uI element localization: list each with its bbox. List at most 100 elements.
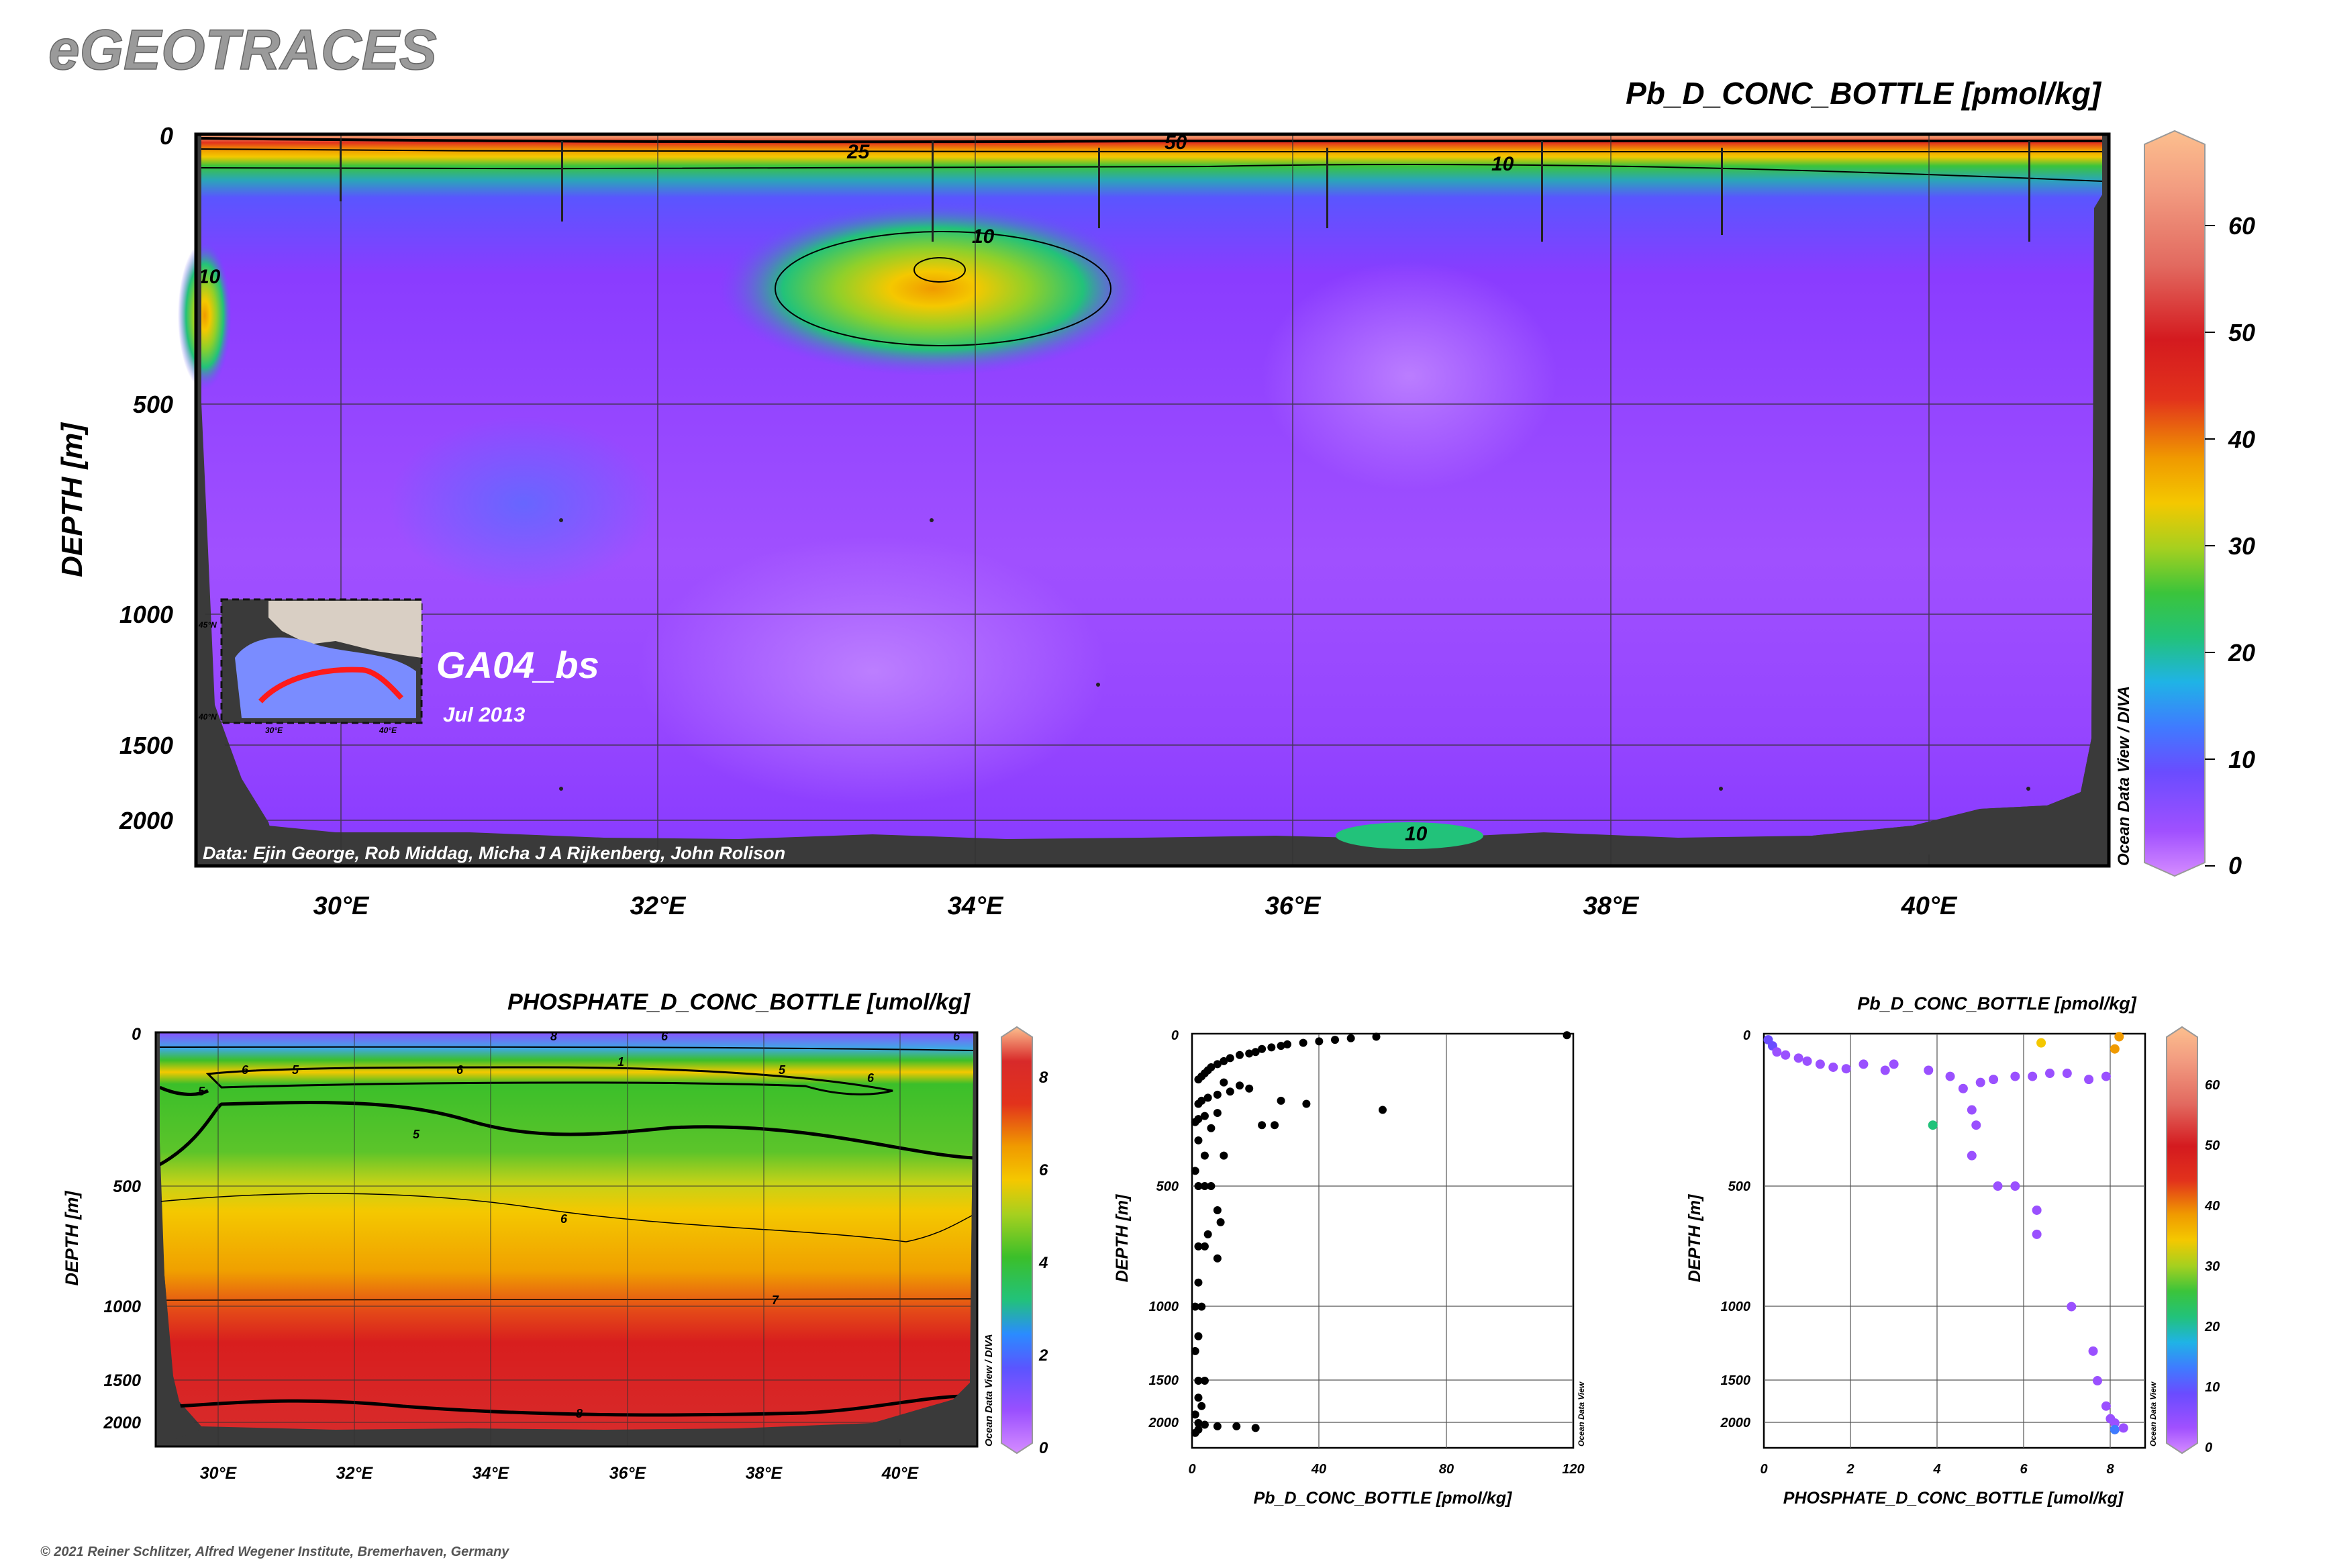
phosphate-gridlines <box>156 1032 977 1447</box>
main-y-ticks: 0 500 1000 1500 2000 <box>119 122 173 834</box>
pbph-point <box>1958 1083 1968 1093</box>
pb-profile-point <box>1245 1084 1254 1093</box>
pb-profile-point <box>1213 1060 1222 1069</box>
ph-cbar-tick-6: 6 <box>1039 1161 1048 1179</box>
phosphate-colorbar-credit: Ocean Data View / DIVA <box>983 1334 995 1447</box>
pb-profile-y-ticks: 0 500 1000 1500 2000 <box>1148 1028 1179 1430</box>
main-y-tick-1500: 1500 <box>119 732 173 759</box>
pbph-cbar-tick-50: 50 <box>2205 1138 2220 1153</box>
pb-profile-point <box>1194 1332 1203 1340</box>
pb-profile-point <box>1331 1036 1339 1044</box>
pbph-point <box>1975 1077 1985 1087</box>
pbph-y-ticks: 0 500 1000 1500 2000 <box>1720 1028 1751 1430</box>
pb-profile-x-axis-label: Pb_D_CONC_BOTTLE [pmol/kg] <box>1254 1489 1513 1508</box>
pbph-point <box>2110 1424 2120 1434</box>
pb-profile-point <box>1200 1112 1209 1120</box>
pbph-x-axis-label: PHOSPHATE_D_CONC_BOTTLE [umol/kg] <box>1783 1489 2124 1508</box>
pb-profile-gridlines <box>1192 1034 1573 1448</box>
pbph-point <box>1889 1059 1899 1069</box>
pbph-point <box>1967 1105 1977 1115</box>
ph-cbar-tick-2: 2 <box>1038 1346 1048 1365</box>
phosphate-contour-8 <box>175 1394 967 1417</box>
pbph-x-tick-6: 6 <box>2020 1462 2028 1477</box>
pb-profile-point <box>1213 1422 1222 1430</box>
pb-profile-point <box>1191 1428 1199 1437</box>
pbph-cbar-tick-0: 0 <box>2205 1440 2212 1455</box>
pbph-y-tick-2000: 2000 <box>1720 1416 1751 1430</box>
main-sample-stations <box>340 141 2030 791</box>
main-x-ticks: 30°E 32°E 34°E 36°E 38°E 40°E <box>313 892 1958 920</box>
inset-lon-label-1: 30°E <box>265 726 283 735</box>
phosphate-west-bathymetry <box>156 1032 201 1447</box>
main-section-plot: 50 25 10 10 10 10 <box>178 132 2111 868</box>
pbph-point <box>2110 1418 2120 1428</box>
pb-profile-point <box>1245 1049 1254 1058</box>
pbph-point <box>1859 1059 1869 1069</box>
main-colorbar: Ocean Data View / DIVA 0 10 20 30 40 50 … <box>2115 130 2255 879</box>
main-x-tick-30: 30°E <box>313 892 370 920</box>
pbph-point <box>1772 1047 1782 1057</box>
pb-profile-point <box>1220 1151 1228 1160</box>
pb-profile-point <box>1194 1418 1203 1427</box>
phosphate-contour-6 <box>159 1193 974 1242</box>
ph-y-tick-0: 0 <box>132 1025 141 1044</box>
ph-contour-label-13: 7 <box>772 1293 779 1307</box>
pb-profile-point <box>1194 1075 1203 1084</box>
pb-profile-point <box>1283 1040 1291 1048</box>
pbph-point <box>1793 1053 1803 1063</box>
ph-cbar-tick-4: 4 <box>1038 1254 1048 1272</box>
pb-profile-point <box>1258 1044 1267 1053</box>
pbph-point <box>2114 1032 2124 1042</box>
copyright-footer: © 2021 Reiner Schlitzer, Alfred Wegener … <box>40 1545 509 1559</box>
phosphate-contour-5-b <box>158 1085 209 1096</box>
main-y-tick-1000: 1000 <box>119 601 173 628</box>
pbph-point <box>2101 1071 2111 1081</box>
pb-profile-point <box>1236 1050 1244 1059</box>
ph-x-tick-38: 38°E <box>746 1464 783 1483</box>
phosphate-plot-frame <box>154 1031 979 1448</box>
inset-lat-label-1: 45°N <box>198 620 217 630</box>
ph-contour-label-10: 5 <box>198 1085 205 1098</box>
pb-profile-point <box>1372 1032 1381 1041</box>
ph-x-tick-36: 36°E <box>609 1464 647 1483</box>
pb-profile-point <box>1302 1099 1311 1108</box>
main-x-tick-36: 36°E <box>1265 892 1322 920</box>
pbph-point <box>1880 1065 1890 1075</box>
pb-profile-points <box>1191 1031 1571 1437</box>
pbph-y-tick-1500: 1500 <box>1721 1373 1751 1388</box>
pbph-point <box>1828 1062 1838 1072</box>
cruise-date: Jul 2013 <box>443 703 525 726</box>
pbph-x-tick-8: 8 <box>2106 1462 2114 1477</box>
pbph-cbar-tick-30: 30 <box>2205 1259 2220 1274</box>
pbph-point <box>2084 1075 2094 1085</box>
pbph-y-tick-500: 500 <box>1728 1179 1750 1194</box>
ph-contour-label-3: 6 <box>953 1030 960 1043</box>
pbph-point <box>2110 1044 2120 1054</box>
pb-profile-point <box>1563 1031 1571 1040</box>
phosphate-contour-6-lens <box>205 1066 893 1095</box>
pbph-y-axis-label: DEPTH [m] <box>1685 1193 1704 1282</box>
pb-profile-point <box>1213 1254 1222 1263</box>
ph-cbar-tick-8: 8 <box>1039 1069 1048 1087</box>
pb-y-tick-1000: 1000 <box>1149 1300 1179 1314</box>
pb-profile-point <box>1216 1218 1225 1226</box>
inset-land <box>268 601 422 658</box>
pb-profile-point <box>1194 1136 1203 1144</box>
pb-profile-point <box>1207 1124 1216 1132</box>
pbph-x-tick-2: 2 <box>1846 1462 1854 1477</box>
pb-profile-point <box>1207 1182 1216 1191</box>
pb-profile-point <box>1258 1121 1267 1130</box>
pbph-point <box>2062 1069 2072 1079</box>
pb-profile-point <box>1191 1302 1199 1311</box>
pbph-cbar-tick-10: 10 <box>2205 1380 2220 1395</box>
main-chart-title: Pb_D_CONC_BOTTLE [pmol/kg] <box>1626 76 2102 111</box>
pb-profile-point <box>1251 1424 1260 1432</box>
ph-contour-label-12: 6 <box>560 1212 568 1226</box>
pb-x-tick-120: 120 <box>1562 1462 1584 1477</box>
inset-lat-label-2: 40°N <box>198 712 217 722</box>
ph-x-tick-34: 34°E <box>473 1464 510 1483</box>
pb-y-tick-500: 500 <box>1156 1179 1179 1194</box>
pb-x-tick-80: 80 <box>1439 1462 1454 1477</box>
ph-contour-label-5: 5 <box>292 1063 299 1077</box>
pbph-cbar-tick-60: 60 <box>2205 1078 2220 1093</box>
